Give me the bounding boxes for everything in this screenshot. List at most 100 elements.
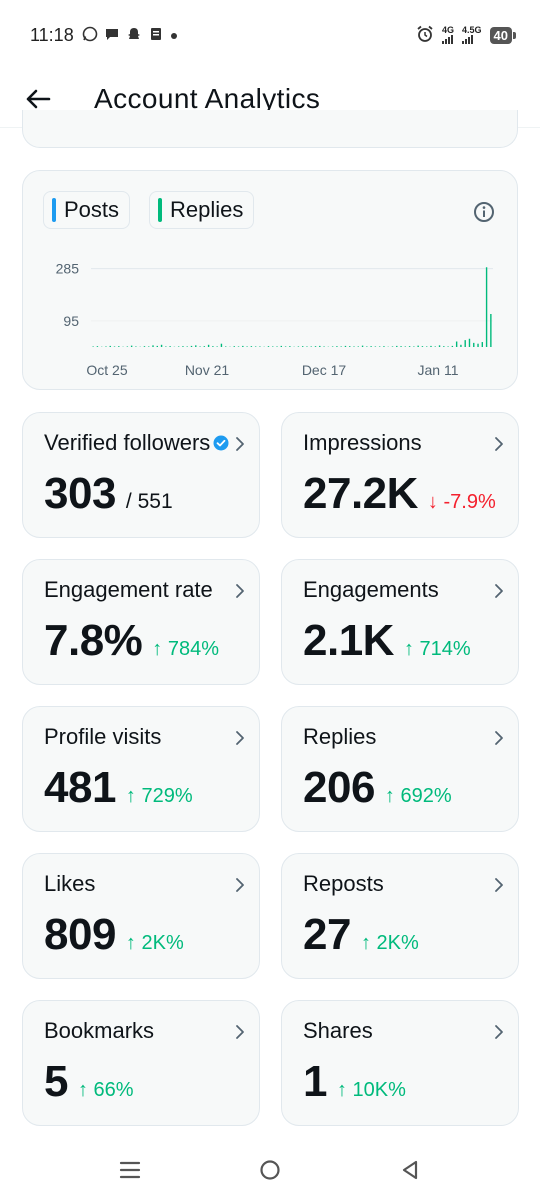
chevron-right-icon bbox=[236, 731, 244, 745]
metric-title: Verified followers bbox=[44, 430, 211, 455]
metric-value-row: 206 ↑ 692% bbox=[303, 763, 452, 813]
snapchat-icon bbox=[126, 26, 142, 45]
verified-badge-icon bbox=[213, 435, 229, 451]
system-nav-bar bbox=[0, 1140, 540, 1200]
metric-change: ↑ 692% bbox=[384, 785, 452, 807]
metric-change: ↑ 2K% bbox=[360, 932, 419, 954]
clipboard-icon bbox=[148, 26, 164, 45]
metric-card-impressions[interactable]: Impressions 27.2K ↓ -7.9% bbox=[281, 412, 519, 538]
home-circle-icon bbox=[260, 1160, 280, 1180]
metric-change: ↑ 10K% bbox=[336, 1079, 406, 1101]
network-4g-label: 4G bbox=[442, 25, 455, 35]
metric-change: ↑ 714% bbox=[403, 638, 471, 660]
chevron-right-icon bbox=[236, 878, 244, 892]
metric-value: 7.8% bbox=[44, 616, 143, 665]
metric-value-row: 481 ↑ 729% bbox=[44, 763, 193, 813]
status-time: 11:18 bbox=[30, 24, 74, 45]
metric-card-profile-visits[interactable]: Profile visits 481 ↑ 729% bbox=[22, 706, 260, 832]
previous-card-edge bbox=[22, 110, 518, 148]
page-title: Account Analytics bbox=[94, 82, 321, 114]
legend-replies-label: Replies bbox=[170, 197, 244, 222]
metric-card-shares[interactable]: Shares 1 ↑ 10K% bbox=[281, 1000, 519, 1126]
metric-title: Shares bbox=[303, 1018, 373, 1043]
chevron-right-icon bbox=[236, 584, 244, 598]
metric-value-row: 7.8% ↑ 784% bbox=[44, 616, 219, 666]
dot-icon bbox=[170, 28, 178, 43]
chevron-right-icon bbox=[495, 437, 503, 451]
chat-icon bbox=[104, 26, 120, 45]
alarm-icon bbox=[416, 25, 434, 46]
signal-bars-icon bbox=[462, 35, 474, 44]
metric-value-row: 1 ↑ 10K% bbox=[303, 1057, 406, 1107]
metric-title: Engagement rate bbox=[44, 577, 213, 602]
replies-swatch bbox=[158, 198, 162, 222]
posts-swatch bbox=[52, 198, 56, 222]
recent-apps-button[interactable] bbox=[110, 1150, 150, 1190]
metric-card-likes[interactable]: Likes 809 ↑ 2K% bbox=[22, 853, 260, 979]
metric-card-reposts[interactable]: Reposts 27 ↑ 2K% bbox=[281, 853, 519, 979]
arrow-left-icon bbox=[26, 89, 51, 108]
metric-title: Profile visits bbox=[44, 724, 162, 749]
y-tick-label: 95 bbox=[63, 313, 79, 329]
metric-change: ↓ -7.9% bbox=[427, 491, 496, 513]
metric-card-replies[interactable]: Replies 206 ↑ 692% bbox=[281, 706, 519, 832]
signal-bars-icon bbox=[442, 35, 453, 44]
legend-replies-toggle[interactable]: Replies bbox=[149, 191, 255, 229]
x-tick-label: Dec 17 bbox=[302, 362, 347, 378]
metric-title: Likes bbox=[44, 871, 96, 896]
metric-change: ↑ 66% bbox=[77, 1079, 134, 1101]
status-right: 4G 4.5G 40 bbox=[416, 25, 517, 46]
metric-value-row: 303 / 551 bbox=[44, 469, 173, 519]
metric-title: Replies bbox=[303, 724, 377, 749]
metric-value-row: 2.1K ↑ 714% bbox=[303, 616, 471, 666]
status-left: 11:18 bbox=[30, 25, 178, 46]
chevron-right-icon bbox=[236, 437, 244, 451]
metric-title: Engagements bbox=[303, 577, 439, 602]
status-bar: 11:18 4G 4.5G 40 bbox=[0, 0, 540, 70]
metric-value-row: 809 ↑ 2K% bbox=[44, 910, 184, 960]
chevron-right-icon bbox=[495, 584, 503, 598]
metric-change: ↑ 784% bbox=[152, 638, 220, 660]
metric-card-verified-followers[interactable]: Verified followers 303 / 551 bbox=[22, 412, 260, 538]
metric-card-bookmarks[interactable]: Bookmarks 5 ↑ 66% bbox=[22, 1000, 260, 1126]
metric-value-row: 5 ↑ 66% bbox=[44, 1057, 134, 1107]
metric-title: Reposts bbox=[303, 871, 384, 896]
metric-title: Bookmarks bbox=[44, 1018, 155, 1043]
network-45g: 4.5G bbox=[462, 26, 482, 44]
activity-chart-card: Posts Replies 95 285 Oct 25 Nov 21 Dec 17 Jan… bbox=[22, 170, 518, 390]
metric-value: 303 bbox=[44, 469, 116, 518]
back-button[interactable] bbox=[18, 79, 58, 119]
chevron-right-icon bbox=[495, 731, 503, 745]
legend-posts-toggle[interactable]: Posts bbox=[43, 191, 131, 229]
metric-card-engagements[interactable]: Engagements 2.1K ↑ 714% bbox=[281, 559, 519, 685]
metric-value: 5 bbox=[44, 1057, 68, 1106]
metric-value: 27 bbox=[303, 910, 351, 959]
chevron-right-icon bbox=[495, 1025, 503, 1039]
metric-change: ↑ 729% bbox=[125, 785, 193, 807]
metric-change: ↑ 2K% bbox=[125, 932, 184, 954]
menu-icon bbox=[119, 1161, 141, 1179]
metric-value: 1 bbox=[303, 1057, 327, 1106]
home-button[interactable] bbox=[250, 1150, 290, 1190]
network-45g-label: 4.5G bbox=[462, 25, 482, 35]
metric-card-engagement-rate[interactable]: Engagement rate 7.8% ↑ 784% bbox=[22, 559, 260, 685]
activity-chart: 95 285 Oct 25 Nov 21 Dec 17 Jan 11 bbox=[56, 261, 493, 378]
metric-value: 809 bbox=[44, 910, 116, 959]
metric-value-row: 27 ↑ 2K% bbox=[303, 910, 419, 960]
metric-total: / 551 bbox=[125, 490, 173, 513]
back-triangle-icon bbox=[402, 1160, 418, 1180]
x-tick-label: Oct 25 bbox=[86, 362, 127, 378]
system-back-button[interactable] bbox=[390, 1150, 430, 1190]
metric-value: 27.2K bbox=[303, 469, 418, 518]
x-tick-label: Nov 21 bbox=[185, 362, 230, 378]
chevron-right-icon bbox=[236, 1025, 244, 1039]
whatsapp-icon bbox=[82, 26, 98, 45]
metric-value: 2.1K bbox=[303, 616, 394, 665]
metric-title: Impressions bbox=[303, 430, 422, 455]
info-icon[interactable] bbox=[473, 201, 495, 223]
metric-value-row: 27.2K ↓ -7.9% bbox=[303, 469, 496, 519]
legend-posts-label: Posts bbox=[64, 197, 120, 222]
x-tick-label: Jan 11 bbox=[418, 362, 459, 378]
y-tick-label: 285 bbox=[56, 261, 80, 277]
chevron-right-icon bbox=[495, 878, 503, 892]
